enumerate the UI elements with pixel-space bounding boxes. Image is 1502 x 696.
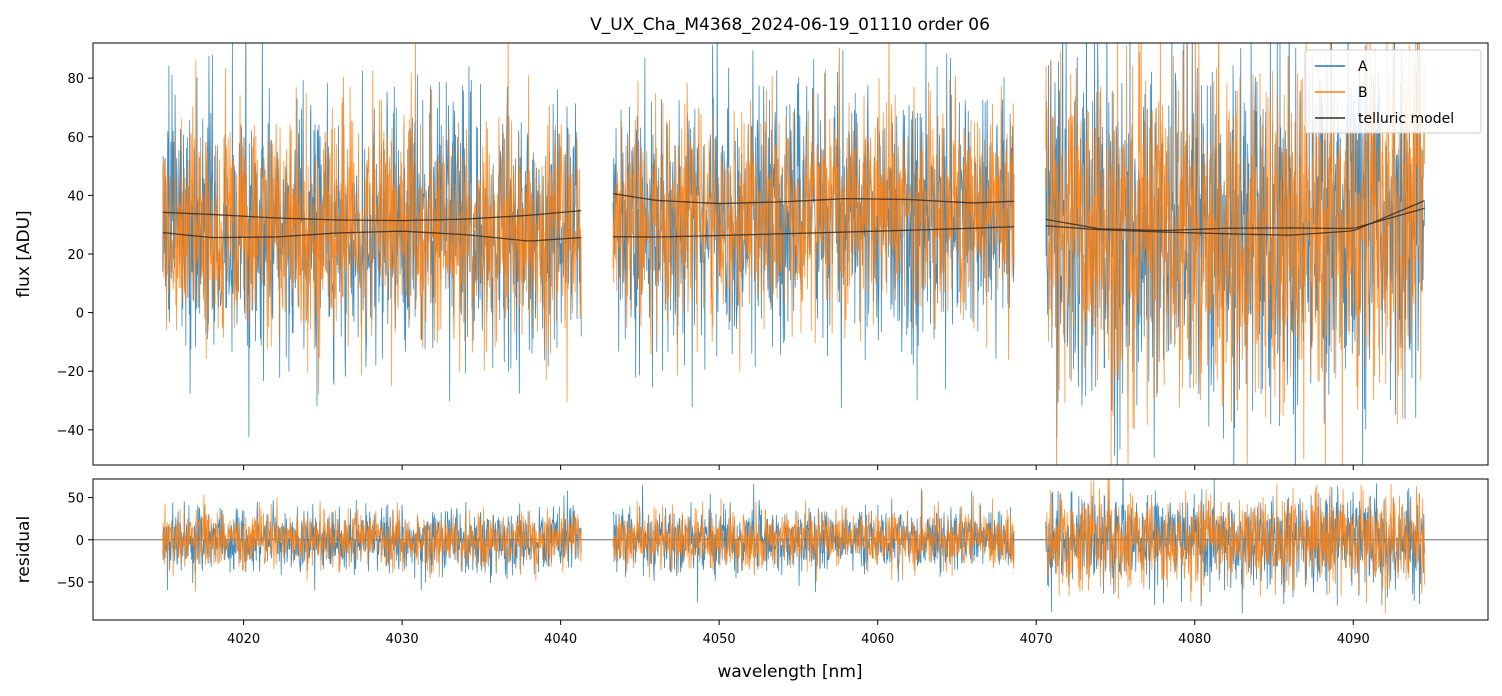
x-tick-label: 4030 (386, 632, 419, 647)
y-tick-label: 0 (76, 307, 84, 322)
telluric-model-curve-3 (612, 192, 1015, 205)
telluric-model-curve-6 (1045, 200, 1425, 236)
x-tick-label: 4060 (861, 632, 894, 647)
legend-box (1304, 49, 1482, 134)
residual-axes-frame (92, 478, 1489, 621)
y-tick-label: −40 (57, 424, 84, 439)
legend-label-model: telluric model (1358, 111, 1454, 127)
chart-title: V_UX_Cha_M4368_2024-06-19_01110 order 06 (590, 15, 990, 35)
telluric-model-curve-2 (162, 230, 582, 242)
residual-y-axis-label: residual (14, 516, 34, 583)
series-B-residual-segment-2 (612, 491, 1015, 582)
flux-panel: −40 −20 0 20 40 60 80 flux [ADU] (14, 42, 1489, 470)
x-tick-label: 4070 (1020, 632, 1053, 647)
y-tick-label: 50 (67, 492, 84, 507)
y-tick-label: 0 (76, 534, 84, 549)
telluric-model-curve-1 (162, 209, 582, 222)
legend-label-B: B (1358, 85, 1368, 101)
flux-y-axis-label: flux [ADU] (14, 210, 34, 297)
series-A-flux-segment-2 (612, 43, 1015, 408)
y-tick-label: 40 (67, 189, 84, 204)
telluric-model-curve-4 (612, 226, 1015, 238)
series-B-residual-segment-3 (1045, 479, 1425, 614)
x-tick-label: 4080 (1178, 632, 1211, 647)
x-tick-label: 4020 (227, 632, 260, 647)
series-B-flux-segment-3 (1045, 43, 1425, 465)
x-tick-label: 4050 (703, 632, 736, 647)
x-axis-label: wavelength [nm] (717, 662, 862, 682)
x-tick-label: 4090 (1337, 632, 1370, 647)
series-B-residual-segment-1 (162, 494, 582, 592)
y-tick-label: −20 (57, 365, 84, 380)
y-tick-label: 80 (67, 72, 84, 87)
series-B-flux-segment-2 (612, 43, 1015, 376)
y-tick-label: 60 (67, 131, 84, 146)
series-B-flux-segment-1 (162, 43, 582, 403)
telluric-model-curve-5 (1045, 207, 1425, 232)
residual-panel: −50 0 50 4020 4030 4040 4050 4060 4070 4080 4090 re… (14, 478, 1489, 647)
y-tick-label: −50 (57, 576, 84, 591)
series-A-flux-segment-3 (1045, 43, 1425, 465)
legend-label-A: A (1358, 59, 1368, 75)
y-tick-label: 20 (67, 248, 84, 263)
x-tick-label: 4040 (544, 632, 577, 647)
